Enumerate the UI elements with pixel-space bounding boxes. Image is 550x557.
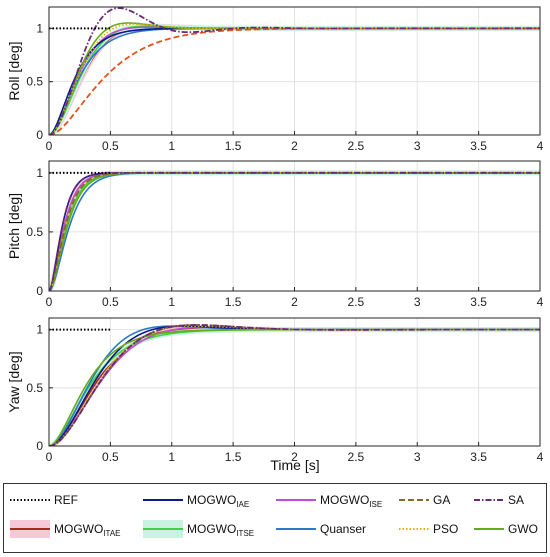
x-tick-label: 2.5 [348, 139, 365, 153]
x-tick-label: 2 [291, 139, 298, 153]
x-tick-label: 3.5 [470, 450, 487, 464]
y-tick-label: 0 [36, 284, 43, 298]
legend-entry-ref: REF [10, 493, 78, 507]
x-tick-label: 2 [291, 295, 298, 309]
y-axis-label: Yaw [deg] [6, 351, 22, 412]
y-tick-label: 0 [36, 439, 43, 453]
legend-entry-quanser: Quanser [276, 522, 366, 536]
x-tick-label: 1 [168, 295, 175, 309]
x-tick-label: 1.5 [225, 295, 242, 309]
legend-label: SA [508, 493, 524, 507]
series-line-sa [49, 7, 540, 135]
legend-label: GWO [508, 522, 538, 536]
x-tick-label: 1.5 [225, 139, 242, 153]
y-tick-label: 0.5 [26, 381, 43, 395]
legend-label: MOGWOISE [320, 493, 382, 509]
series-group [49, 324, 540, 446]
legend-entry-mogwo-iae: MOGWOIAE [143, 493, 249, 509]
y-tick-label: 1 [36, 166, 43, 180]
x-tick-label: 0 [46, 295, 53, 309]
x-tick-label: 0.5 [102, 295, 119, 309]
x-tick-label: 3.5 [470, 139, 487, 153]
series-line-ga [49, 27, 540, 135]
series-line-sa [49, 171, 540, 291]
y-axis-label: Roll [deg] [6, 41, 22, 100]
x-tick-label: 0 [46, 450, 53, 464]
legend-label: GA [433, 493, 450, 507]
series-group [49, 7, 540, 135]
panel-1: 0 0.5 1 1.5 2 2.5 3 3.5 4 0 0.5 1 Roll [deg] [6, 6, 544, 153]
series-line-sa [49, 324, 540, 446]
legend-label: MOGWOIAE [187, 493, 249, 509]
legend-entry-gwo: GWO [474, 522, 538, 536]
series-group [49, 170, 540, 291]
legend-entry-sa: SA [474, 493, 524, 507]
legend-label: PSO [433, 522, 458, 536]
x-tick-label: 3 [414, 139, 421, 153]
plot-panels: 0 0.5 1 1.5 2 2.5 3 3.5 4 0 0.5 1 Roll [deg] 0 0.5 1 1.5… [6, 6, 544, 464]
x-tick-label: 2.5 [348, 295, 365, 309]
legend-entry-pso: PSO [399, 522, 458, 536]
x-tick-label: 4 [537, 295, 544, 309]
y-axis-label: Pitch [deg] [6, 193, 22, 259]
legend-label-subscript: ITSE [236, 529, 254, 538]
y-tick-label: 1 [36, 323, 43, 337]
x-tick-label: 2.5 [348, 450, 365, 464]
legend-entry-ga: GA [399, 493, 450, 507]
legend-label-subscript: ITAE [103, 529, 120, 538]
legend-entry-mogwo-ise: MOGWOISE [276, 493, 382, 509]
x-tick-label: 4 [537, 450, 544, 464]
y-tick-label: 0 [36, 128, 43, 142]
y-tick-label: 1 [36, 21, 43, 35]
x-tick-label: 0.5 [102, 139, 119, 153]
x-tick-label: 0.5 [102, 450, 119, 464]
x-tick-label: 3.5 [470, 295, 487, 309]
legend-label-subscript: IAE [236, 500, 249, 509]
x-axis-label: Time [s] [270, 457, 319, 473]
y-tick-label: 0.5 [26, 75, 43, 89]
x-tick-label: 3 [414, 450, 421, 464]
legend-box [3, 483, 547, 553]
legend-label-subscript: ISE [369, 500, 382, 509]
x-tick-label: 1 [168, 450, 175, 464]
x-tick-label: 1.5 [225, 450, 242, 464]
legend-label: REF [54, 493, 78, 507]
x-tick-label: 2 [291, 450, 298, 464]
x-tick-label: 3 [414, 295, 421, 309]
x-tick-label: 4 [537, 139, 544, 153]
y-tick-label: 0.5 [26, 225, 43, 239]
legend-label: Quanser [320, 522, 366, 536]
x-tick-label: 0 [46, 139, 53, 153]
x-tick-label: 1 [168, 139, 175, 153]
panel-3: 0 0.5 1 1.5 2 2.5 3 3.5 4 0 0.5 1 Yaw [deg] [6, 317, 544, 464]
panel-2: 0 0.5 1 1.5 2 2.5 3 3.5 4 0 0.5 1 Pitch [deg] [6, 160, 544, 309]
